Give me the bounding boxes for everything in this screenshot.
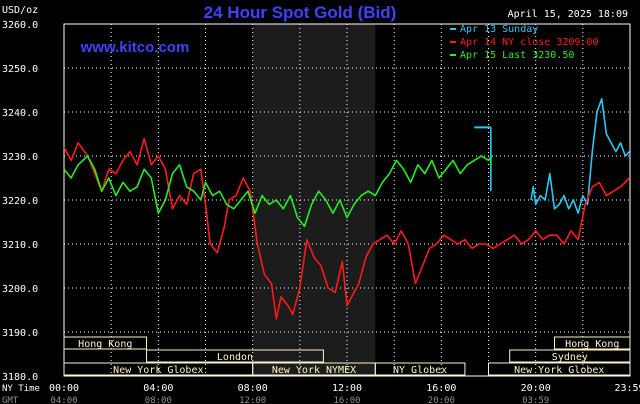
trading-sessions: Hong Kong London New York Globex New York N…: [63, 336, 631, 376]
grid-lines: [63, 23, 631, 377]
session-label: New York Globex: [113, 365, 203, 376]
y-tick-label: 3200.0: [2, 284, 38, 295]
series-line-2: [63, 155, 493, 228]
y-tick-label: 3250.0: [2, 64, 38, 75]
gmt-tick-label: 20:00: [428, 396, 455, 404]
gmt-tick-label: 16:00: [333, 396, 360, 404]
y-tick-label: 3240.0: [2, 108, 38, 119]
x-tick-label: 23:59: [614, 383, 640, 394]
y-tick-label: 3180.0: [2, 372, 38, 383]
y-tick-label: 3230.0: [2, 152, 38, 163]
x-tick-label: 20:00: [521, 383, 551, 394]
y-unit-label: USD/oz: [2, 5, 38, 16]
gmt-tick-label: 12:00: [239, 396, 266, 404]
gmt-label: GMT: [2, 396, 19, 404]
legend: Apr 13 Sunday Apr 14 NY close 3209.00 Apr …: [450, 24, 598, 61]
y-tick-label: 3220.0: [2, 196, 38, 207]
legend-label: Apr 14 NY close 3209.00: [460, 37, 598, 48]
session-label: NY Globex: [393, 365, 447, 376]
gmt-tick-label: 08:00: [145, 396, 172, 404]
session-label: Hong Kong: [565, 339, 619, 350]
x-axis-ticks: 00:00 04:00 08:00 12:00 16:00 20:00 23:59 04:00…: [49, 383, 640, 404]
session-label: New York Globex: [514, 365, 604, 376]
legend-label: Apr 15 Last 3230.50: [460, 50, 574, 61]
session-box: [374, 362, 466, 376]
x-tick-label: 04:00: [143, 383, 173, 394]
legend-label: Apr 13 Sunday: [460, 24, 538, 35]
plot-frame: [63, 23, 631, 377]
series-line-0: [530, 98, 631, 214]
x-tick-label: 00:00: [49, 383, 79, 394]
watermark-url: www.kitco.com: [80, 39, 190, 56]
timestamp: April 15, 2025 18:09: [508, 9, 628, 20]
y-tick-label: 3260.0: [2, 20, 38, 31]
y-tick-label: 3210.0: [2, 240, 38, 251]
session-box: [63, 336, 148, 350]
session-box: [146, 349, 324, 363]
ny-time-label: NY Time: [2, 384, 40, 394]
y-axis-ticks: 3260.0 3250.0 3240.0 3230.0 3220.0 3210.0 3200…: [2, 20, 38, 383]
series-lines: [63, 98, 631, 320]
x-tick-label: 12:00: [332, 383, 362, 394]
session-label: New York NYMEX: [272, 365, 356, 376]
session-label: London: [217, 352, 253, 363]
session-box: [488, 362, 631, 376]
x-tick-label: 16:00: [426, 383, 456, 394]
y-tick-label: 3190.0: [2, 328, 38, 339]
x-tick-label: 08:00: [238, 383, 268, 394]
gmt-tick-label: 04:00: [50, 396, 77, 404]
gmt-tick-label: 03:59: [522, 396, 549, 404]
session-box: [509, 349, 631, 363]
session-box: [554, 336, 631, 350]
chart-title: 24 Hour Spot Gold (Bid): [204, 3, 397, 22]
session-label: Sydney: [552, 352, 588, 363]
session-label: Hong Kong: [78, 339, 132, 350]
series-line-1: [63, 137, 631, 320]
